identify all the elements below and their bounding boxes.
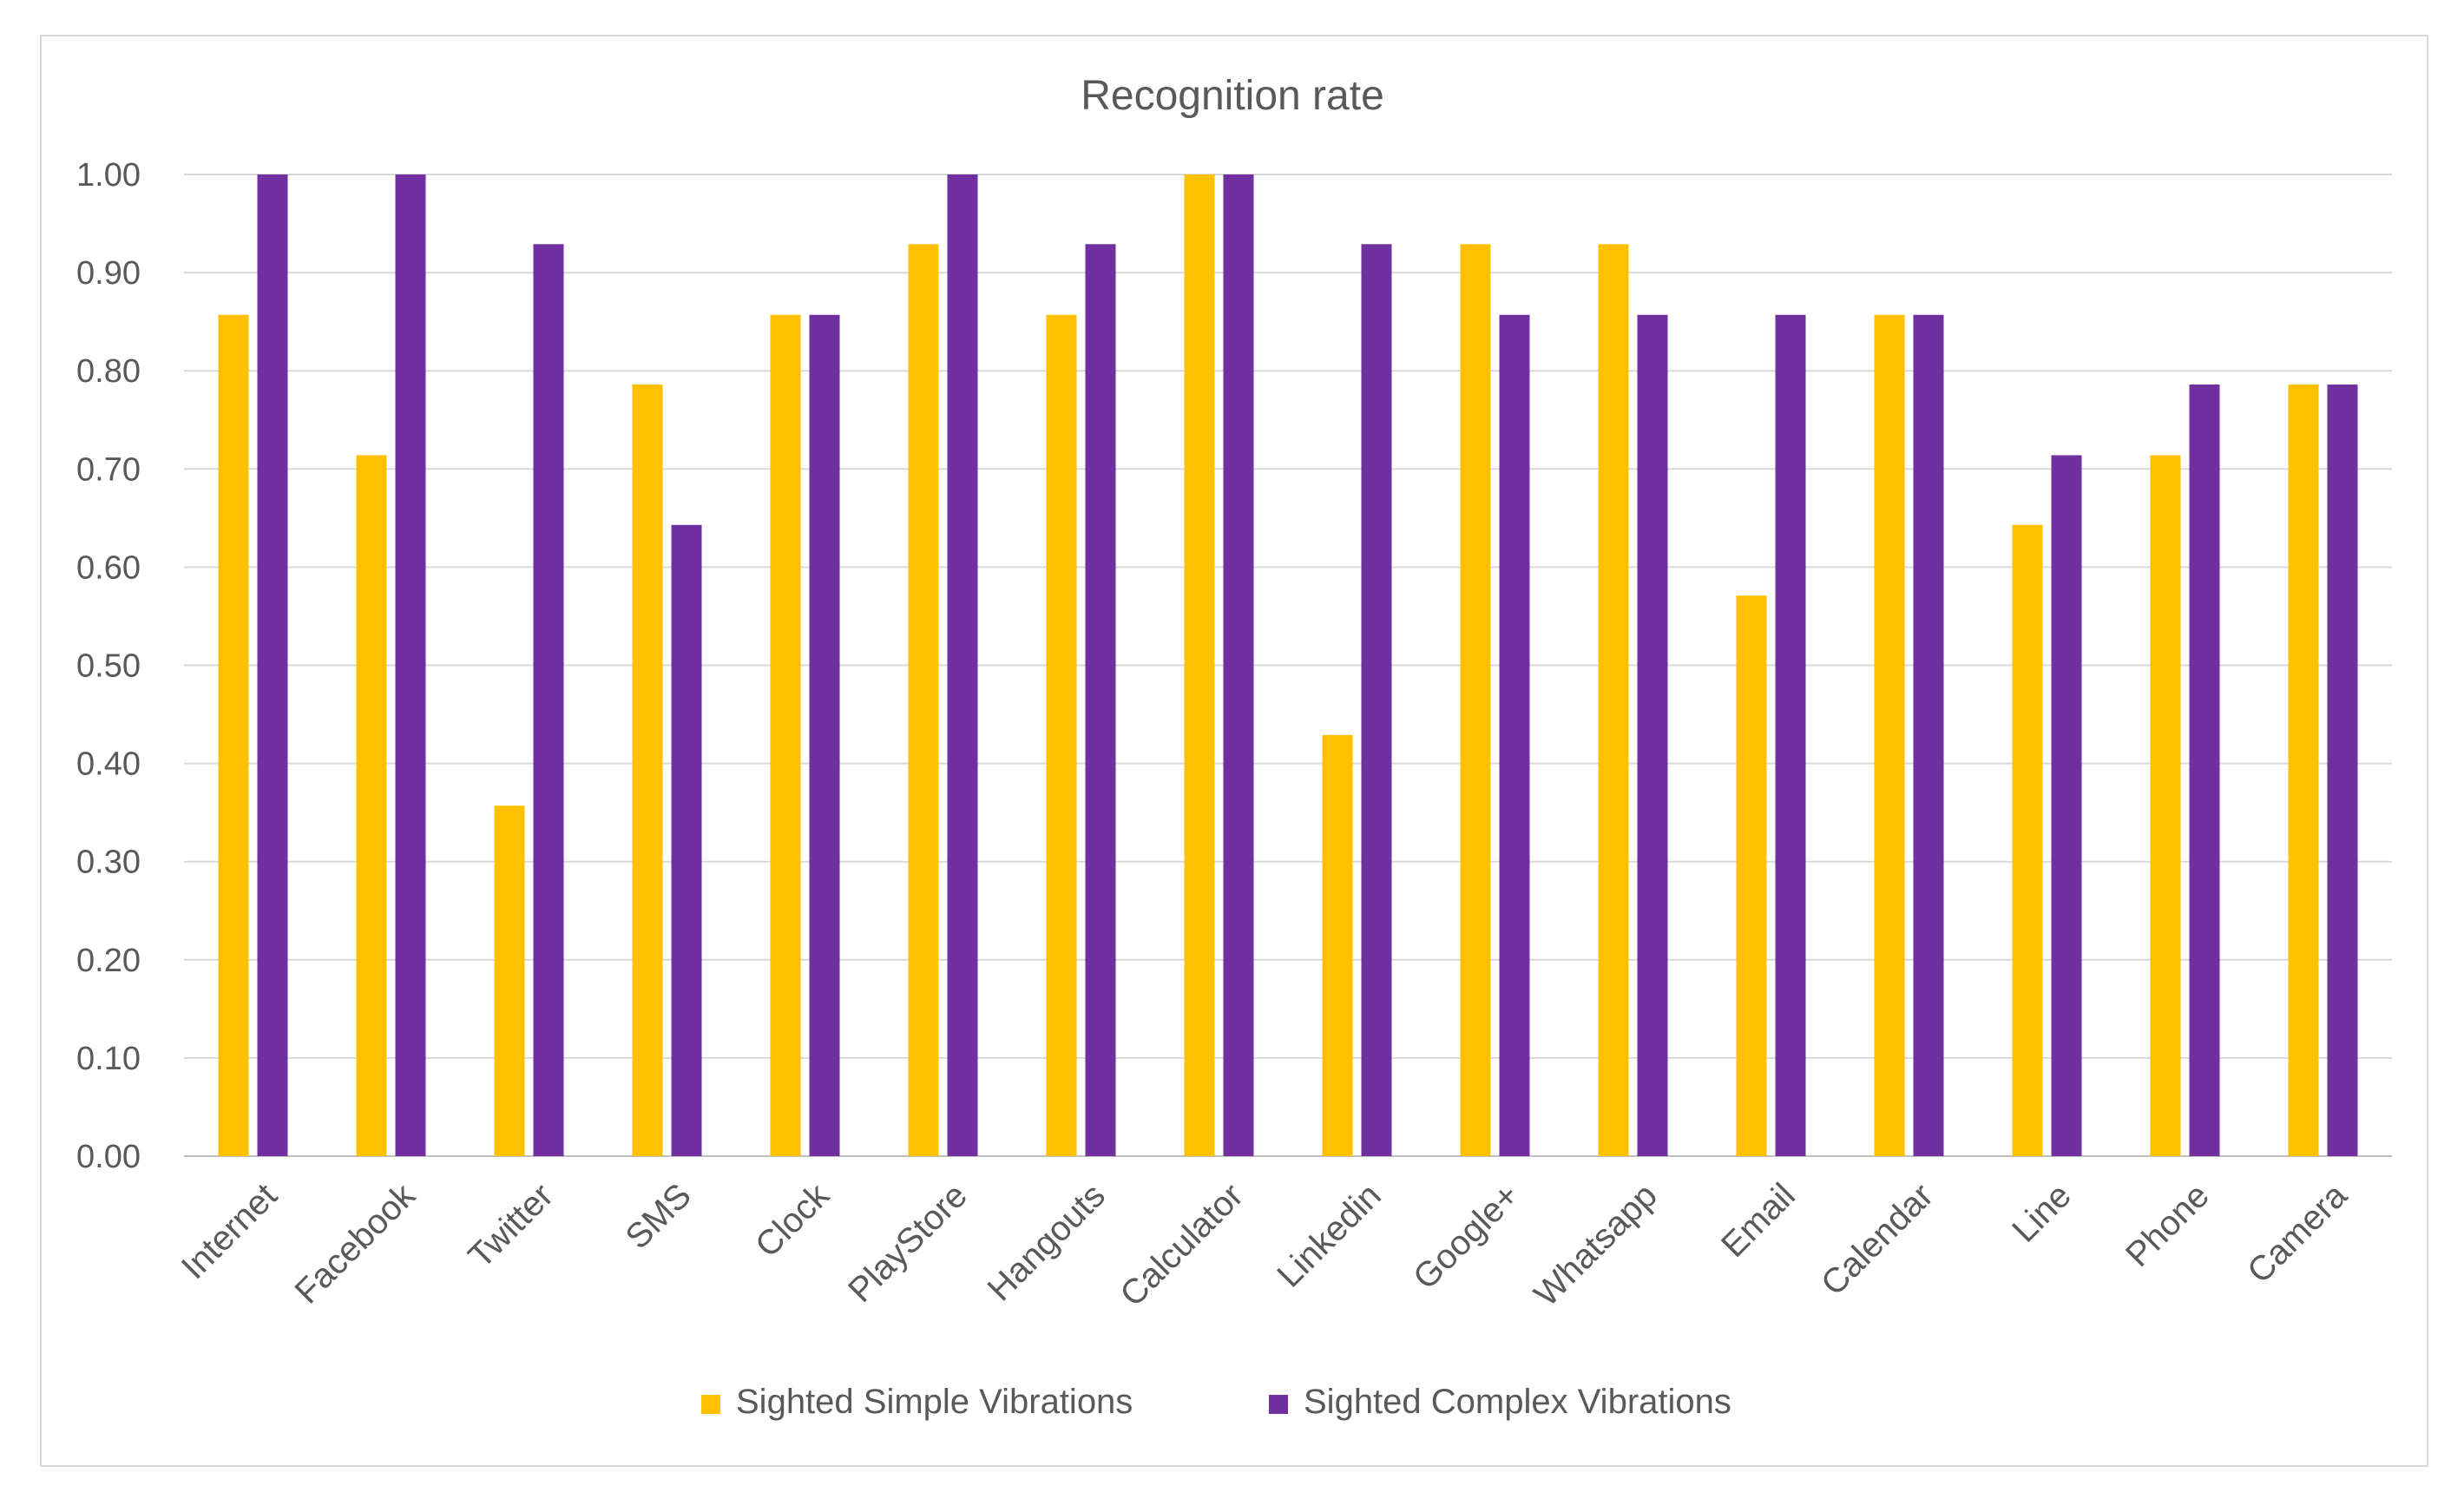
y-tick-label: 0.80 (76, 353, 141, 390)
bar-complex-internet (257, 174, 288, 1156)
bar-complex-sms (671, 524, 702, 1156)
legend-simple-label: Sighted Simple Vibrations (736, 1383, 1133, 1421)
legend-complex-swatch (1269, 1395, 1288, 1414)
bar-complex-hangouts (1085, 244, 1116, 1156)
y-tick-label: 0.40 (76, 746, 141, 783)
bar-complex-google (1499, 314, 1530, 1156)
bar-complex-linkedin (1361, 244, 1392, 1156)
x-tick-label: Clock (748, 1176, 838, 1266)
legend-complex-label: Sighted Complex Vibrations (1304, 1383, 1731, 1421)
y-tick-label: 0.70 (76, 451, 141, 488)
y-tick-label: 0.50 (76, 648, 141, 685)
bar-simple-camera (2288, 385, 2319, 1156)
x-tick-label: Hangouts (981, 1176, 1113, 1308)
bar-simple-whatsapp (1598, 244, 1629, 1156)
bar-simple-facebook (356, 455, 387, 1156)
bar-simple-playstore (908, 244, 939, 1156)
bar-complex-whatsapp (1637, 314, 1668, 1156)
bar-simple-internet (218, 314, 249, 1156)
chart-title: Recognition rate (1081, 73, 1384, 119)
x-tick-label: Calendar (1814, 1176, 1941, 1303)
bar-simple-calculator (1184, 174, 1215, 1156)
bar-complex-calendar (1913, 314, 1944, 1156)
x-tick-label: Facebook (288, 1176, 424, 1312)
y-tick-label: 0.90 (76, 255, 141, 292)
x-tick-label: PlayStore (841, 1176, 975, 1310)
bar-complex-calculator (1223, 174, 1254, 1156)
bar-simple-google (1460, 244, 1491, 1156)
x-tick-label: SMS (618, 1176, 698, 1256)
bar-complex-clock (809, 314, 840, 1156)
x-tick-label: Email (1714, 1176, 1803, 1265)
bar-simple-email (1736, 595, 1767, 1156)
x-tick-label: Linkedin (1270, 1176, 1388, 1294)
x-tick-label: Google+ (1406, 1176, 1527, 1297)
x-tick-label: Calculator (1113, 1176, 1250, 1313)
bar-simple-clock (770, 314, 801, 1156)
bar-simple-linkedin (1322, 734, 1353, 1156)
x-tick-label: Twitter (461, 1176, 560, 1275)
bar-simple-calendar (1874, 314, 1905, 1156)
bar-complex-phone (2189, 385, 2220, 1156)
bar-complex-camera (2327, 385, 2358, 1156)
bar-complex-twitter (533, 244, 564, 1156)
bar-complex-email (1775, 314, 1806, 1156)
y-tick-label: 0.00 (76, 1139, 141, 1175)
x-tick-label: Line (2005, 1176, 2079, 1250)
bar-simple-phone (2150, 455, 2181, 1156)
bar-simple-hangouts (1046, 314, 1077, 1156)
y-tick-label: 0.60 (76, 549, 141, 586)
y-tick-label: 0.20 (76, 943, 141, 979)
bar-simple-sms (632, 385, 663, 1156)
bar-complex-line (2051, 455, 2082, 1156)
x-tick-label: Internet (174, 1176, 285, 1286)
bar-complex-playstore (947, 174, 978, 1156)
bar-simple-line (2012, 524, 2043, 1156)
y-tick-label: 0.10 (76, 1041, 141, 1077)
legend-simple-swatch (701, 1395, 720, 1414)
y-tick-label: 1.00 (76, 157, 141, 194)
x-tick-label: Phone (2119, 1176, 2217, 1274)
y-tick-label: 0.30 (76, 845, 141, 881)
bar-complex-facebook (395, 174, 426, 1156)
x-tick-label: Whatsapp (1527, 1176, 1664, 1313)
x-tick-label: Camera (2240, 1176, 2355, 1291)
bar-simple-twitter (494, 805, 525, 1156)
